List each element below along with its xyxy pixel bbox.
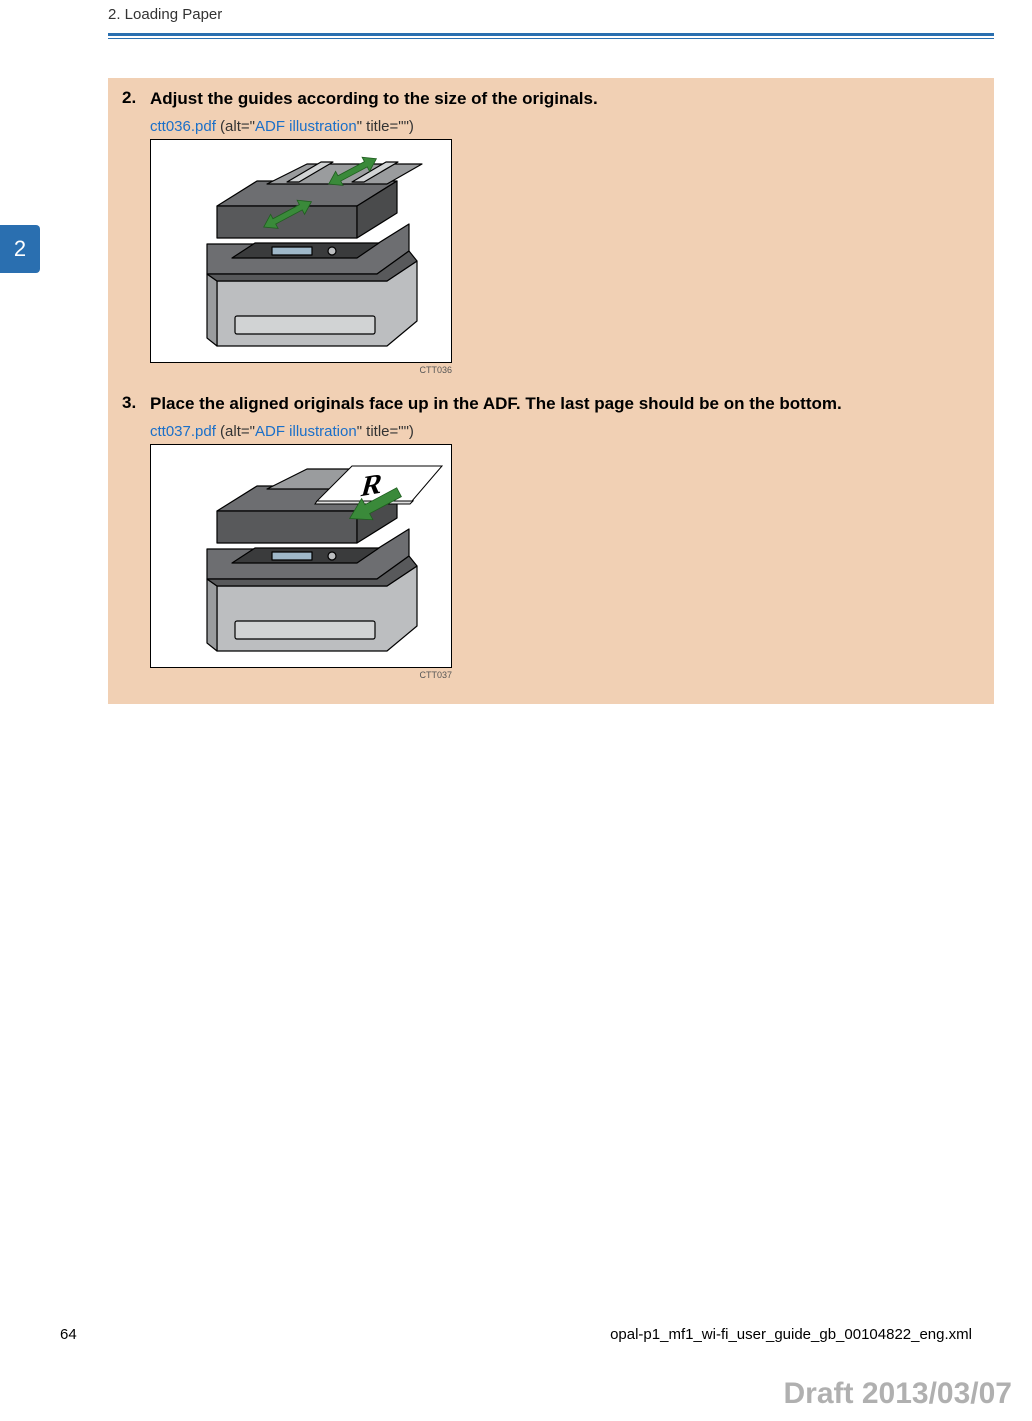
header-rule-thin xyxy=(108,38,994,39)
step-item: 2. Adjust the guides according to the si… xyxy=(122,88,980,387)
figure-caption: CTT037 xyxy=(150,668,452,680)
figure-file-link[interactable]: ctt037.pdf xyxy=(150,423,216,440)
figure-adjust-guides xyxy=(150,139,452,363)
chapter-tab-number: 2 xyxy=(14,236,26,262)
instruction-block: 2. Adjust the guides according to the si… xyxy=(108,78,994,704)
figure-alt-link[interactable]: ADF illustration xyxy=(255,423,357,440)
step-item: 3. Place the aligned originals face up i… xyxy=(122,393,980,692)
figure-file-link[interactable]: ctt036.pdf xyxy=(150,118,216,135)
step-text: Place the aligned originals face up in t… xyxy=(150,393,980,415)
page-header: 2. Loading Paper xyxy=(108,6,994,39)
meta-suffix: " title="") xyxy=(357,423,414,440)
printer-illustration-icon: R xyxy=(157,451,447,661)
step-body: Place the aligned originals face up in t… xyxy=(150,393,980,692)
figure-caption: CTT036 xyxy=(150,363,452,375)
draft-stamp: Draft 2013/03/07 xyxy=(784,1377,1013,1411)
figure-meta: ctt036.pdf (alt="ADF illustration" title… xyxy=(150,118,980,135)
figure-place-originals: R xyxy=(150,444,452,668)
meta-prefix: (alt=" xyxy=(216,118,255,135)
source-filename: opal-p1_mf1_wi-fi_user_guide_gb_00104822… xyxy=(610,1326,972,1343)
meta-suffix: " title="") xyxy=(357,118,414,135)
figure-meta: ctt037.pdf (alt="ADF illustration" title… xyxy=(150,423,980,440)
step-number: 2. xyxy=(122,88,150,387)
header-rule-thick xyxy=(108,33,994,36)
page-number: 64 xyxy=(60,1326,77,1343)
figure-alt-link[interactable]: ADF illustration xyxy=(255,118,357,135)
step-text: Adjust the guides according to the size … xyxy=(150,88,980,110)
meta-prefix: (alt=" xyxy=(216,423,255,440)
printer-illustration-icon xyxy=(157,146,447,356)
chapter-tab: 2 xyxy=(0,225,40,273)
step-number: 3. xyxy=(122,393,150,692)
page-footer: 64 opal-p1_mf1_wi-fi_user_guide_gb_00104… xyxy=(0,1326,1032,1343)
chapter-label: 2. Loading Paper xyxy=(108,6,994,29)
step-body: Adjust the guides according to the size … xyxy=(150,88,980,387)
